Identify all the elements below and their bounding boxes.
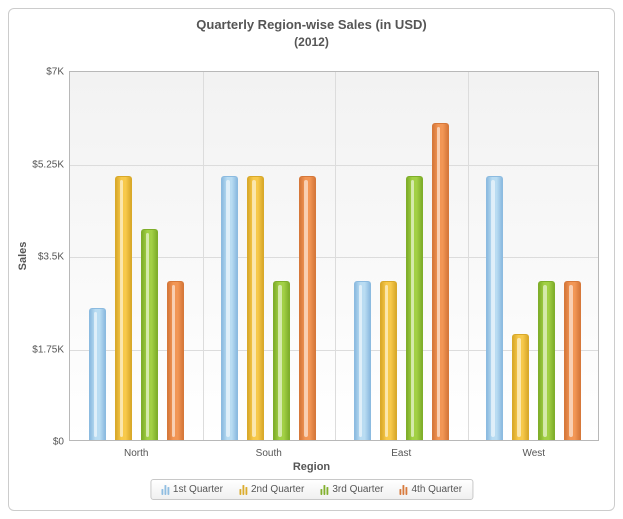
bar[interactable] bbox=[221, 176, 238, 440]
bar[interactable] bbox=[141, 229, 158, 440]
x-tick-label: East bbox=[391, 448, 411, 459]
bar[interactable] bbox=[299, 176, 316, 440]
chart-title: Quarterly Region-wise Sales (in USD) bbox=[9, 17, 614, 32]
bar[interactable] bbox=[247, 176, 264, 440]
chart-title-block: Quarterly Region-wise Sales (in USD) (20… bbox=[9, 9, 614, 49]
bar[interactable] bbox=[406, 176, 423, 440]
bar[interactable] bbox=[167, 281, 184, 440]
legend-item[interactable]: 1st Quarter bbox=[161, 484, 223, 495]
category-divider bbox=[468, 72, 469, 440]
category-divider bbox=[335, 72, 336, 440]
bar[interactable] bbox=[273, 281, 290, 440]
plot-area: $0$1.75K$3.5K$5.25K$7KNorthSouthEastWest bbox=[69, 71, 599, 441]
legend-label: 4th Quarter bbox=[411, 484, 462, 495]
bar[interactable] bbox=[512, 334, 529, 440]
plot-area-wrap: $0$1.75K$3.5K$5.25K$7KNorthSouthEastWest bbox=[69, 71, 599, 441]
gridline bbox=[70, 165, 598, 166]
legend-item[interactable]: 3rd Quarter bbox=[320, 484, 383, 495]
bar[interactable] bbox=[538, 281, 555, 440]
legend-swatch-icon bbox=[239, 485, 247, 495]
bar[interactable] bbox=[564, 281, 581, 440]
bar[interactable] bbox=[432, 123, 449, 440]
y-tick-label: $1.75K bbox=[32, 344, 64, 355]
legend-item[interactable]: 2nd Quarter bbox=[239, 484, 304, 495]
legend-swatch-icon bbox=[161, 485, 169, 495]
y-axis-label: Sales bbox=[17, 242, 29, 271]
bar[interactable] bbox=[89, 308, 106, 440]
y-tick-label: $5.25K bbox=[32, 159, 64, 170]
y-tick-label: $3.5K bbox=[38, 252, 64, 263]
chart-frame: Quarterly Region-wise Sales (in USD) (20… bbox=[8, 8, 615, 511]
y-tick-label: $0 bbox=[53, 437, 64, 448]
legend-label: 1st Quarter bbox=[173, 484, 223, 495]
bar[interactable] bbox=[354, 281, 371, 440]
x-tick-label: North bbox=[124, 448, 148, 459]
legend-label: 3rd Quarter bbox=[332, 484, 383, 495]
legend: 1st Quarter 2nd Quarter 3rd Quarter 4th Qua… bbox=[150, 479, 473, 500]
bar[interactable] bbox=[380, 281, 397, 440]
y-tick-label: $7K bbox=[46, 67, 64, 78]
x-axis-label: Region bbox=[9, 461, 614, 473]
x-tick-label: West bbox=[522, 448, 545, 459]
x-tick-label: South bbox=[256, 448, 282, 459]
bar[interactable] bbox=[115, 176, 132, 440]
legend-swatch-icon bbox=[399, 485, 407, 495]
legend-item[interactable]: 4th Quarter bbox=[399, 484, 462, 495]
category-divider bbox=[203, 72, 204, 440]
chart-subtitle: (2012) bbox=[9, 35, 614, 49]
legend-swatch-icon bbox=[320, 485, 328, 495]
legend-label: 2nd Quarter bbox=[251, 484, 304, 495]
bar[interactable] bbox=[486, 176, 503, 440]
